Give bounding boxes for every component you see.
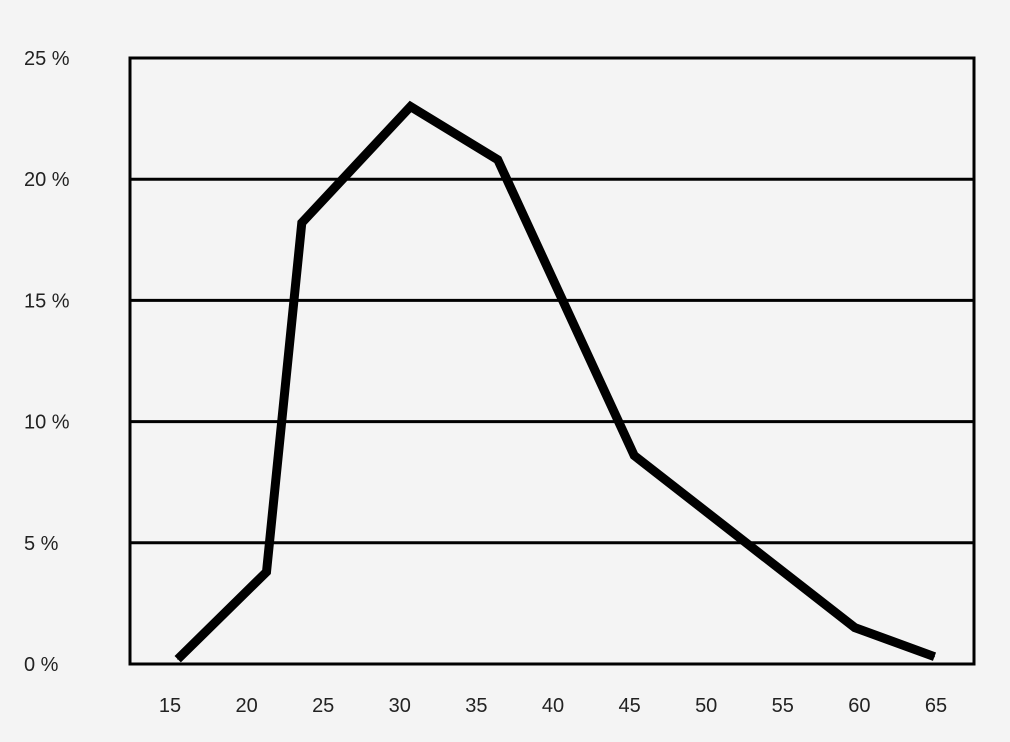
data-point [301, 222, 303, 224]
gridlines [130, 177, 974, 545]
series-line-0 [174, 100, 937, 663]
y-tick-label: 20 % [24, 169, 70, 191]
x-tick-label: 25 [312, 695, 334, 717]
data-point [633, 455, 635, 457]
x-tick-label: 50 [695, 695, 717, 717]
x-tick-label: 35 [465, 695, 487, 717]
data-point [933, 656, 935, 658]
data-point [854, 627, 856, 629]
data-point [266, 571, 268, 573]
y-tick-label: 10 % [24, 412, 70, 434]
x-tick-label: 60 [848, 695, 870, 717]
x-tick-label: 15 [159, 695, 181, 717]
x-tick-label: 65 [925, 695, 947, 717]
data-point [410, 105, 412, 107]
plot-frame [128, 56, 976, 666]
y-tick-label: 0 % [24, 654, 59, 676]
y-tick-label: 25 % [24, 48, 70, 70]
data-point [177, 658, 179, 660]
x-tick-label: 20 [235, 695, 257, 717]
x-axis-tick-labels: 15 20 25 30 35 40 45 50 55 60 65 [159, 695, 947, 717]
y-axis-tick-labels: 0 % 5 % 10 % 15 % 20 % 25 % [24, 48, 70, 676]
x-tick-label: 40 [542, 695, 564, 717]
x-tick-label: 55 [772, 695, 794, 717]
y-tick-label: 15 % [24, 290, 70, 312]
y-tick-label: 5 % [24, 533, 59, 555]
data-point [497, 159, 499, 161]
x-tick-label: 45 [618, 695, 640, 717]
x-tick-label: 30 [389, 695, 411, 717]
series-group [174, 100, 937, 663]
